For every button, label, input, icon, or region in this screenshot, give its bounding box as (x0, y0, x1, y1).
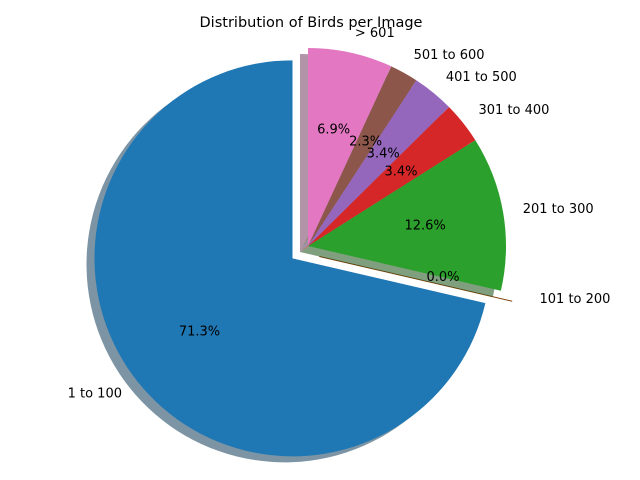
pct-label-301-to-400: 3.4% (384, 165, 417, 180)
category-label-101-to-200: 101 to 200 (540, 292, 611, 307)
pie-slice-1-to-100 (94, 60, 486, 457)
pct-label-601: 6.9% (317, 123, 350, 138)
pct-label-401-to-500: 3.4% (367, 147, 400, 162)
pct-label-101-to-200: 0.0% (426, 270, 459, 285)
category-label-1-to-100: 1 to 100 (68, 386, 122, 401)
category-label-501-to-600: 501 to 600 (414, 48, 485, 63)
pie-slice-501-to-600 (308, 66, 417, 247)
pct-label-201-to-300: 12.6% (404, 219, 445, 234)
category-label-301-to-400: 301 to 400 (479, 103, 550, 118)
pie-label-layer: 71.3% 1 to 100 0.0% 101 to 200 12.6% 201 to 3… (68, 26, 611, 401)
pie-slice-301-to-400 (308, 106, 476, 246)
pie-slice-601 (308, 48, 392, 246)
category-label-601: > 601 (355, 26, 395, 41)
pie-slice-layer (94, 48, 521, 457)
category-label-401-to-500: 401 to 500 (446, 70, 517, 85)
chart-title: Distribution of Birds per Image (200, 15, 423, 31)
pct-label-501-to-600: 2.3% (349, 135, 382, 150)
category-label-201-to-300: 201 to 300 (523, 202, 594, 217)
pie-slice-401-to-500 (308, 80, 449, 246)
pct-label-1-to-100: 71.3% (179, 325, 220, 340)
pie-slice-201-to-300 (308, 140, 506, 291)
